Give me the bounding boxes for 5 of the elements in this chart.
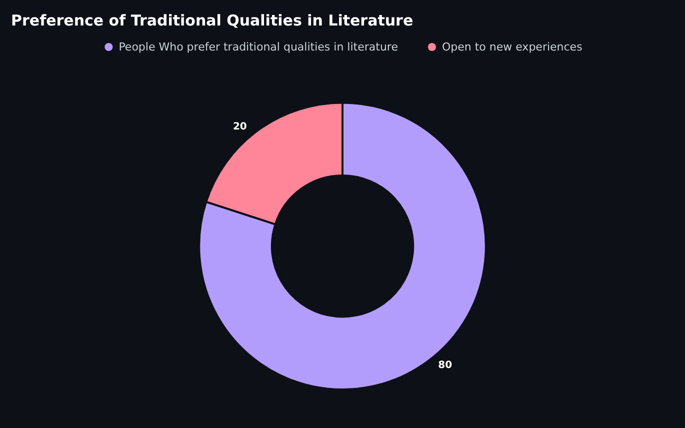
legend-label: Open to new experiences bbox=[442, 40, 583, 54]
data-label: 20 bbox=[232, 121, 247, 132]
chart-title: Preference of Traditional Qualities in Literature bbox=[11, 12, 414, 30]
legend-label: People Who prefer traditional qualities in literature bbox=[118, 40, 398, 54]
data-label: 80 bbox=[438, 360, 452, 371]
